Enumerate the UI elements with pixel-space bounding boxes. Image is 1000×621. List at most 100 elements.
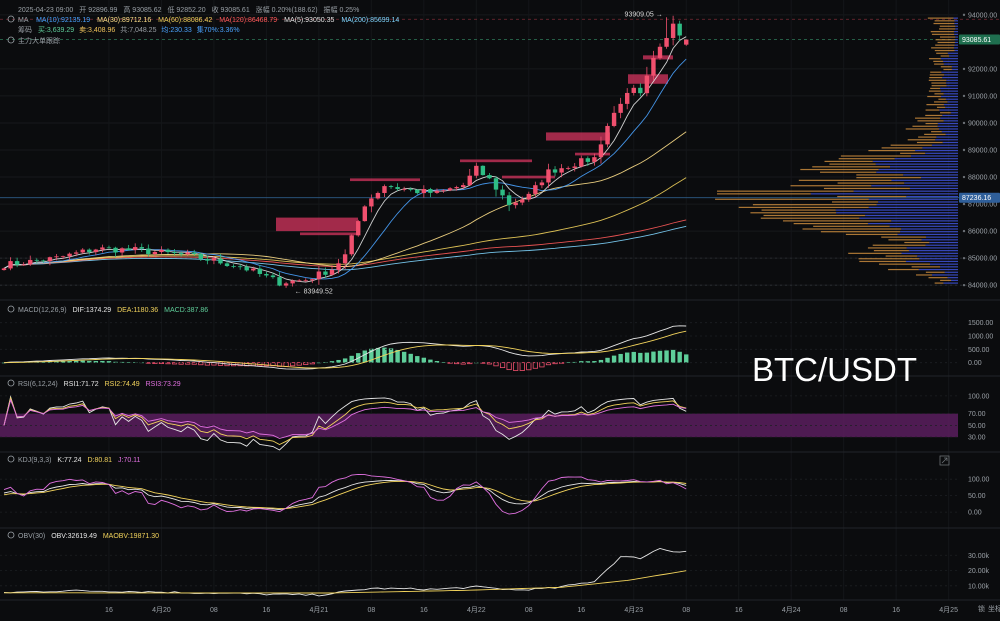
candle-body[interactable] — [199, 254, 203, 259]
candle-body[interactable] — [513, 203, 517, 206]
candle-body[interactable] — [638, 88, 642, 93]
candle-body[interactable] — [21, 264, 25, 265]
ma-legend[interactable]: MA MA(10):92135.19 MA(30):89712.16 MA(60… — [8, 16, 399, 24]
candle-body[interactable] — [586, 158, 590, 162]
candle-body[interactable] — [579, 158, 583, 166]
candle-body[interactable] — [448, 188, 452, 190]
candle-body[interactable] — [507, 195, 511, 205]
candle-body[interactable] — [553, 169, 557, 172]
candle-body[interactable] — [605, 126, 609, 144]
candle-body[interactable] — [15, 261, 19, 265]
candle-body[interactable] — [612, 113, 616, 126]
candle-body[interactable] — [540, 182, 544, 185]
candle-body[interactable] — [389, 186, 393, 187]
candle-body[interactable] — [225, 263, 229, 266]
candle-body[interactable] — [185, 253, 189, 255]
candle-body[interactable] — [179, 253, 183, 254]
candle-body[interactable] — [212, 258, 216, 260]
candle-body[interactable] — [107, 247, 111, 248]
candle-body[interactable] — [41, 260, 45, 261]
candle-body[interactable] — [422, 189, 426, 193]
candle-body[interactable] — [87, 250, 91, 252]
candle-body[interactable] — [205, 259, 209, 261]
candle-body[interactable] — [658, 47, 662, 58]
candle-body[interactable] — [461, 185, 465, 187]
candle-body[interactable] — [310, 279, 314, 280]
candle-body[interactable] — [159, 250, 163, 252]
candle-body[interactable] — [632, 88, 636, 93]
candle-body[interactable] — [67, 254, 71, 257]
candle-body[interactable] — [297, 280, 301, 281]
candle-body[interactable] — [369, 198, 373, 206]
candle-body[interactable] — [336, 263, 340, 270]
lock-button[interactable]: 锁 — [978, 604, 985, 613]
candle-body[interactable] — [94, 250, 98, 253]
candle-body[interactable] — [500, 190, 504, 196]
candle-body[interactable] — [245, 267, 249, 271]
candle-body[interactable] — [284, 283, 288, 285]
candle-body[interactable] — [527, 194, 531, 200]
candle-body[interactable] — [2, 268, 6, 270]
candle-body[interactable] — [481, 166, 485, 175]
candle-body[interactable] — [74, 252, 78, 253]
candle-body[interactable] — [330, 270, 334, 275]
candle-body[interactable] — [323, 271, 327, 274]
candle-body[interactable] — [409, 189, 413, 190]
candle-body[interactable] — [363, 206, 367, 221]
candle-body[interactable] — [48, 257, 52, 261]
candle-body[interactable] — [61, 256, 65, 257]
candle-body[interactable] — [468, 176, 472, 185]
candle-body[interactable] — [8, 261, 12, 268]
candle-body[interactable] — [428, 189, 432, 193]
candle-body[interactable] — [395, 187, 399, 189]
candle-body[interactable] — [671, 24, 675, 38]
candle-body[interactable] — [218, 258, 222, 263]
candle-body[interactable] — [54, 256, 58, 257]
candle-body[interactable] — [100, 247, 104, 249]
candle-body[interactable] — [166, 250, 170, 252]
candle-body[interactable] — [664, 38, 668, 47]
candle-body[interactable] — [645, 76, 649, 94]
candle-body[interactable] — [494, 178, 498, 189]
candle-body[interactable] — [474, 166, 478, 176]
candle-body[interactable] — [376, 193, 380, 198]
candle-body[interactable] — [566, 168, 570, 169]
candle-body[interactable] — [304, 280, 308, 281]
scale-button[interactable]: 坐标 — [988, 604, 1000, 613]
candle-body[interactable] — [172, 252, 176, 253]
candle-body[interactable] — [684, 40, 688, 45]
candle-body[interactable] — [625, 93, 629, 104]
candle-body[interactable] — [153, 252, 157, 254]
candle-body[interactable] — [258, 269, 262, 274]
candle-body[interactable] — [559, 168, 563, 172]
candle-body[interactable] — [238, 266, 242, 267]
candle-body[interactable] — [435, 191, 439, 193]
candle-body[interactable] — [81, 250, 85, 253]
candle-body[interactable] — [618, 104, 622, 113]
candle-body[interactable] — [651, 58, 655, 76]
candle-body[interactable] — [146, 249, 150, 254]
candle-body[interactable] — [415, 190, 419, 193]
candle-body[interactable] — [290, 281, 294, 284]
candle-body[interactable] — [533, 185, 537, 194]
candle-body[interactable] — [35, 260, 39, 261]
candle-body[interactable] — [573, 166, 577, 167]
candle-body[interactable] — [271, 275, 275, 277]
candle-body[interactable] — [126, 248, 130, 250]
candle-body[interactable] — [402, 189, 406, 190]
candle-body[interactable] — [264, 274, 268, 275]
candle-body[interactable] — [356, 221, 360, 235]
candle-body[interactable] — [454, 187, 458, 188]
candle-body[interactable] — [520, 199, 524, 202]
candle-body[interactable] — [133, 247, 137, 250]
candle-body[interactable] — [231, 266, 235, 267]
candle-body[interactable] — [120, 248, 124, 252]
candle-body[interactable] — [113, 248, 117, 253]
candle-body[interactable] — [487, 175, 491, 178]
candle-body[interactable] — [317, 271, 321, 279]
candle-body[interactable] — [251, 269, 255, 271]
candle-body[interactable] — [277, 277, 281, 285]
candle-body[interactable] — [343, 254, 347, 263]
candle-body[interactable] — [192, 253, 196, 254]
